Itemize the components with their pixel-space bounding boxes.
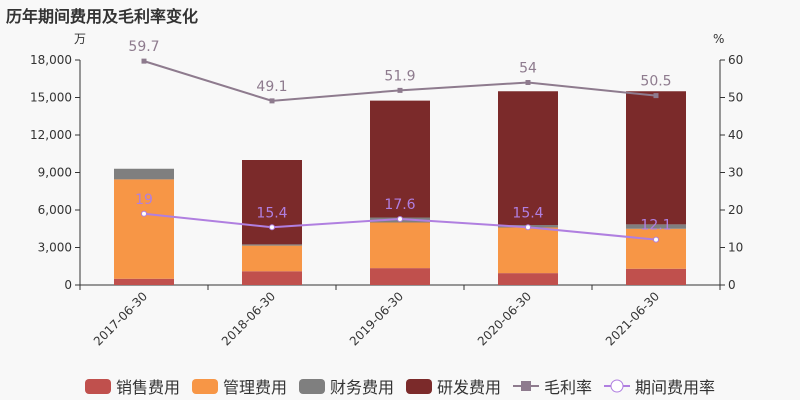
y-left-tick-label: 0 xyxy=(64,278,72,292)
legend-swatch xyxy=(84,378,111,394)
data-label-毛利率: 50.5 xyxy=(640,74,671,90)
bar-销售费用 xyxy=(370,268,430,285)
data-label-毛利率: 54 xyxy=(519,61,537,77)
bar-研发费用 xyxy=(498,91,558,225)
x-tick-label: 2019-06-30 xyxy=(347,289,406,348)
point-毛利率 xyxy=(141,58,147,64)
bar-销售费用 xyxy=(242,271,302,285)
legend-item[interactable]: 毛利率 xyxy=(513,374,592,398)
legend: 销售费用 管理费用 财务费用 研发费用 毛利率 期间费用率 xyxy=(0,373,800,399)
data-label-期间费用率: 12.1 xyxy=(640,218,671,234)
legend-line-marker xyxy=(604,379,631,393)
point-毛利率 xyxy=(397,87,403,93)
y-right-tick-label: 40 xyxy=(728,128,743,142)
bar-销售费用 xyxy=(498,273,558,285)
y-right-unit: % xyxy=(713,32,724,46)
data-label-期间费用率: 15.4 xyxy=(512,205,543,221)
y-left-tick-label: 15,000 xyxy=(30,91,72,105)
bar-销售费用 xyxy=(114,278,174,285)
legend-swatch xyxy=(406,378,432,394)
legend-item[interactable]: 管理费用 xyxy=(191,374,287,398)
x-tick-label: 2021-06-30 xyxy=(603,289,662,348)
bar-财务费用 xyxy=(242,244,302,246)
chart-svg: 0 3,000 6,000 9,000 12,000 15,000 18,000 0 10 20 3… xyxy=(30,32,743,348)
bar-管理费用 xyxy=(242,245,302,272)
legend-line-marker xyxy=(513,381,540,391)
y-left-tick-label: 12,000 xyxy=(30,128,72,142)
y-right-tick-label: 20 xyxy=(728,203,743,217)
y-right-tick-label: 30 xyxy=(728,166,743,180)
legend-item[interactable]: 销售费用 xyxy=(84,374,180,398)
legend-item[interactable]: 研发费用 xyxy=(406,374,501,398)
legend-label: 研发费用 xyxy=(437,378,502,397)
point-期间费用率 xyxy=(653,236,659,243)
bar-研发费用 xyxy=(370,100,430,218)
data-label-毛利率: 59.7 xyxy=(128,39,159,55)
data-label-毛利率: 51.9 xyxy=(384,68,415,84)
y-left-unit: 万 xyxy=(74,32,86,46)
legend-label: 销售费用 xyxy=(115,378,180,397)
point-毛利率 xyxy=(525,80,531,85)
x-tick-label: 2018-06-30 xyxy=(219,289,278,348)
y-right-tick-label: 10 xyxy=(728,241,743,255)
y-left-tick-label: 9,000 xyxy=(38,166,72,180)
y-left-tick-label: 18,000 xyxy=(30,53,72,67)
y-right-tick-label: 0 xyxy=(728,278,736,292)
legend-label: 财务费用 xyxy=(329,378,394,397)
y-right-tick-label: 50 xyxy=(728,91,743,105)
legend-item[interactable]: 财务费用 xyxy=(298,374,394,398)
bar-财务费用 xyxy=(114,168,174,180)
point-期间费用率 xyxy=(141,210,147,217)
bar-研发费用 xyxy=(242,160,302,245)
data-label-期间费用率: 19 xyxy=(135,192,153,208)
bar-管理费用 xyxy=(498,227,558,274)
data-label-毛利率: 49.1 xyxy=(256,79,287,95)
data-label-期间费用率: 15.4 xyxy=(256,205,287,221)
legend-swatch xyxy=(298,378,325,394)
legend-label: 毛利率 xyxy=(544,378,593,397)
legend-label: 管理费用 xyxy=(222,378,287,397)
legend-item[interactable]: 期间费用率 xyxy=(604,374,715,398)
legend-label: 期间费用率 xyxy=(635,378,716,397)
bar-管理费用 xyxy=(370,222,430,269)
point-期间费用率 xyxy=(397,216,403,222)
point-毛利率 xyxy=(269,98,275,104)
y-right-tick-label: 60 xyxy=(728,53,743,67)
point-期间费用率 xyxy=(525,224,531,231)
y-left-tick-label: 6,000 xyxy=(38,203,72,217)
bar-管理费用 xyxy=(114,179,174,279)
point-毛利率 xyxy=(653,93,659,99)
y-left-tick-label: 3,000 xyxy=(38,241,72,255)
bar-研发费用 xyxy=(626,91,686,225)
chart-title: 历年期间费用及毛利率变化 xyxy=(6,7,199,26)
bar-管理费用 xyxy=(626,228,686,269)
data-label-期间费用率: 17.6 xyxy=(384,197,415,213)
x-tick-label: 2020-06-30 xyxy=(475,289,534,348)
bar-财务费用 xyxy=(626,224,686,229)
point-期间费用率 xyxy=(269,224,275,231)
x-tick-label: 2017-06-30 xyxy=(91,289,150,348)
legend-swatch xyxy=(191,378,218,394)
bar-销售费用 xyxy=(626,268,686,285)
